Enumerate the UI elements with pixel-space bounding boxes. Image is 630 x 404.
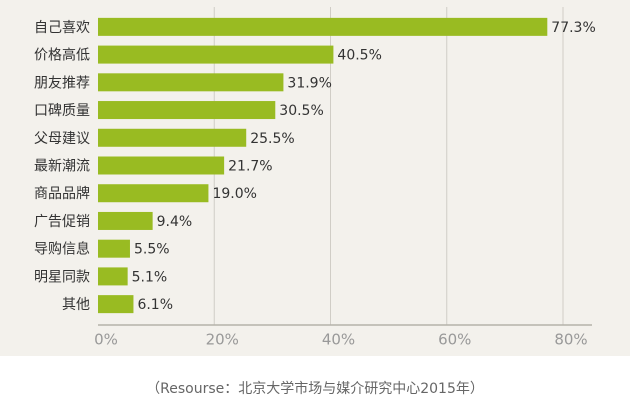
value-label: 30.5% bbox=[279, 103, 323, 119]
x-tick-label: 0% bbox=[94, 331, 118, 349]
bar bbox=[98, 267, 128, 286]
value-label: 6.1% bbox=[137, 297, 173, 313]
bar bbox=[98, 73, 284, 92]
bar bbox=[98, 128, 247, 147]
x-tick-label: 80% bbox=[554, 331, 587, 349]
y-tick-label: 价格高低 bbox=[34, 47, 90, 64]
y-tick-label: 最新潮流 bbox=[34, 159, 90, 175]
bar bbox=[98, 17, 548, 36]
y-tick-label: 其他 bbox=[62, 297, 90, 313]
bar bbox=[98, 211, 153, 230]
bar bbox=[98, 239, 130, 258]
bar bbox=[98, 184, 209, 203]
y-tick-label: 自己喜欢 bbox=[34, 20, 90, 36]
value-label: 25.5% bbox=[250, 131, 294, 147]
value-label: 21.7% bbox=[228, 159, 272, 175]
value-label: 5.1% bbox=[132, 269, 168, 285]
y-tick-label: 父母建议 bbox=[34, 131, 90, 147]
y-tick-label: 口碑质量 bbox=[34, 103, 90, 119]
bar bbox=[98, 45, 334, 64]
value-label: 5.5% bbox=[134, 242, 170, 258]
x-tick-label: 20% bbox=[206, 331, 239, 349]
y-tick-label: 朋友推荐 bbox=[34, 75, 90, 91]
value-label: 19.0% bbox=[212, 186, 256, 202]
bar bbox=[98, 101, 276, 120]
bar bbox=[98, 295, 134, 314]
y-tick-label: 导购信息 bbox=[34, 241, 90, 258]
value-label: 31.9% bbox=[287, 75, 331, 91]
value-label: 77.3% bbox=[551, 20, 595, 36]
x-tick-label: 40% bbox=[322, 331, 355, 349]
source-note: （Resourse：北京大学市场与媒介研究中心2015年） bbox=[146, 380, 484, 397]
bar bbox=[98, 156, 225, 175]
y-tick-label: 明星同款 bbox=[34, 269, 90, 285]
y-tick-label: 广告促销 bbox=[34, 214, 90, 230]
value-label: 9.4% bbox=[157, 214, 193, 230]
y-tick-label: 商品品牌 bbox=[34, 185, 90, 202]
value-label: 40.5% bbox=[337, 48, 381, 64]
x-tick-label: 60% bbox=[438, 331, 471, 349]
